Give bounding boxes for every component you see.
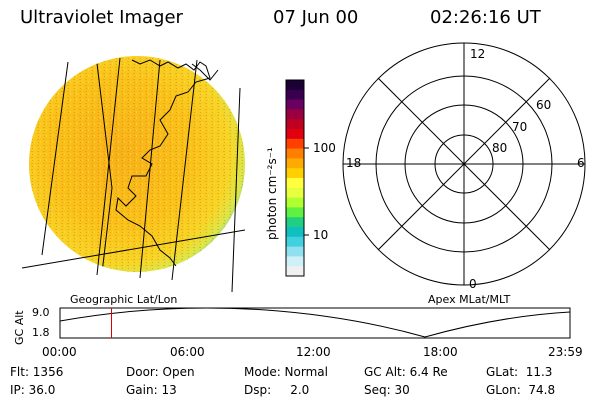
colorbar-swatch	[286, 158, 304, 169]
apex-panel-label: Apex MLat/MLT	[428, 293, 511, 306]
colorbar-swatch	[286, 236, 304, 248]
xtick-18: 18:00	[423, 345, 458, 359]
time-label: 02:26:16 UT	[430, 7, 541, 28]
glat-value: GLat: 11.3	[486, 365, 553, 379]
colorbar-swatch	[286, 99, 304, 110]
mode-value: Mode: Normal	[244, 365, 328, 379]
ip-value: IP: 36.0	[10, 383, 56, 397]
xtick-2359: 23:59	[548, 345, 583, 359]
xtick-06: 06:00	[170, 345, 205, 359]
mlt-12-label: 12	[470, 47, 486, 61]
colorbar-swatch	[286, 178, 304, 189]
mlt-0-label: 0	[469, 277, 477, 291]
altitude-ytick-high: 9.0	[32, 306, 50, 319]
app-title: Ultraviolet Imager	[20, 7, 183, 28]
colorbar-swatch	[286, 246, 304, 257]
colorbar-swatch	[286, 217, 304, 228]
colorbar-swatch	[286, 187, 304, 199]
colorbar-swatch	[286, 89, 304, 101]
colorbar-swatch	[286, 119, 304, 130]
flt-value: Flt: 1356	[10, 365, 64, 379]
colorbar-swatch	[286, 168, 304, 179]
colorbar-tick-10: 10	[313, 228, 329, 242]
colorbar-swatch	[286, 227, 304, 238]
colorbar-swatch	[286, 109, 304, 120]
xtick-12: 12:00	[296, 345, 331, 359]
glon-value: GLon: 74.8	[486, 383, 556, 397]
mlat-80-label: 80	[492, 141, 508, 155]
colorbar-swatch	[286, 266, 304, 277]
seq-value: Seq: 30	[364, 383, 410, 397]
mlt-18-label: 18	[346, 156, 362, 170]
date-label: 07 Jun 00	[273, 7, 359, 28]
door-value: Door: Open	[126, 365, 195, 379]
colorbar-swatch	[286, 207, 304, 218]
mlat-70-label: 70	[512, 120, 528, 134]
gc-alt-value: GC Alt: 6.4 Re	[364, 365, 448, 379]
dsp-value: Dsp: 2.0	[244, 383, 310, 397]
colorbar-swatch	[286, 148, 304, 159]
colorbar-swatch	[286, 256, 304, 267]
mlt-6-label: 6	[577, 156, 585, 170]
colorbar-swatch	[286, 138, 304, 150]
colorbar-tick-100: 100	[313, 141, 336, 155]
colorbar-swatch	[286, 129, 304, 140]
colorbar-swatch	[286, 80, 304, 91]
xtick-00: 00:00	[42, 345, 77, 359]
altitude-ytick-low: 1.8	[32, 326, 50, 339]
gain-value: Gain: 13	[126, 383, 177, 397]
colorbar-swatch	[286, 197, 304, 208]
geographic-panel-label: Geographic Lat/Lon	[70, 293, 178, 306]
mlat-60-label: 60	[536, 98, 552, 112]
